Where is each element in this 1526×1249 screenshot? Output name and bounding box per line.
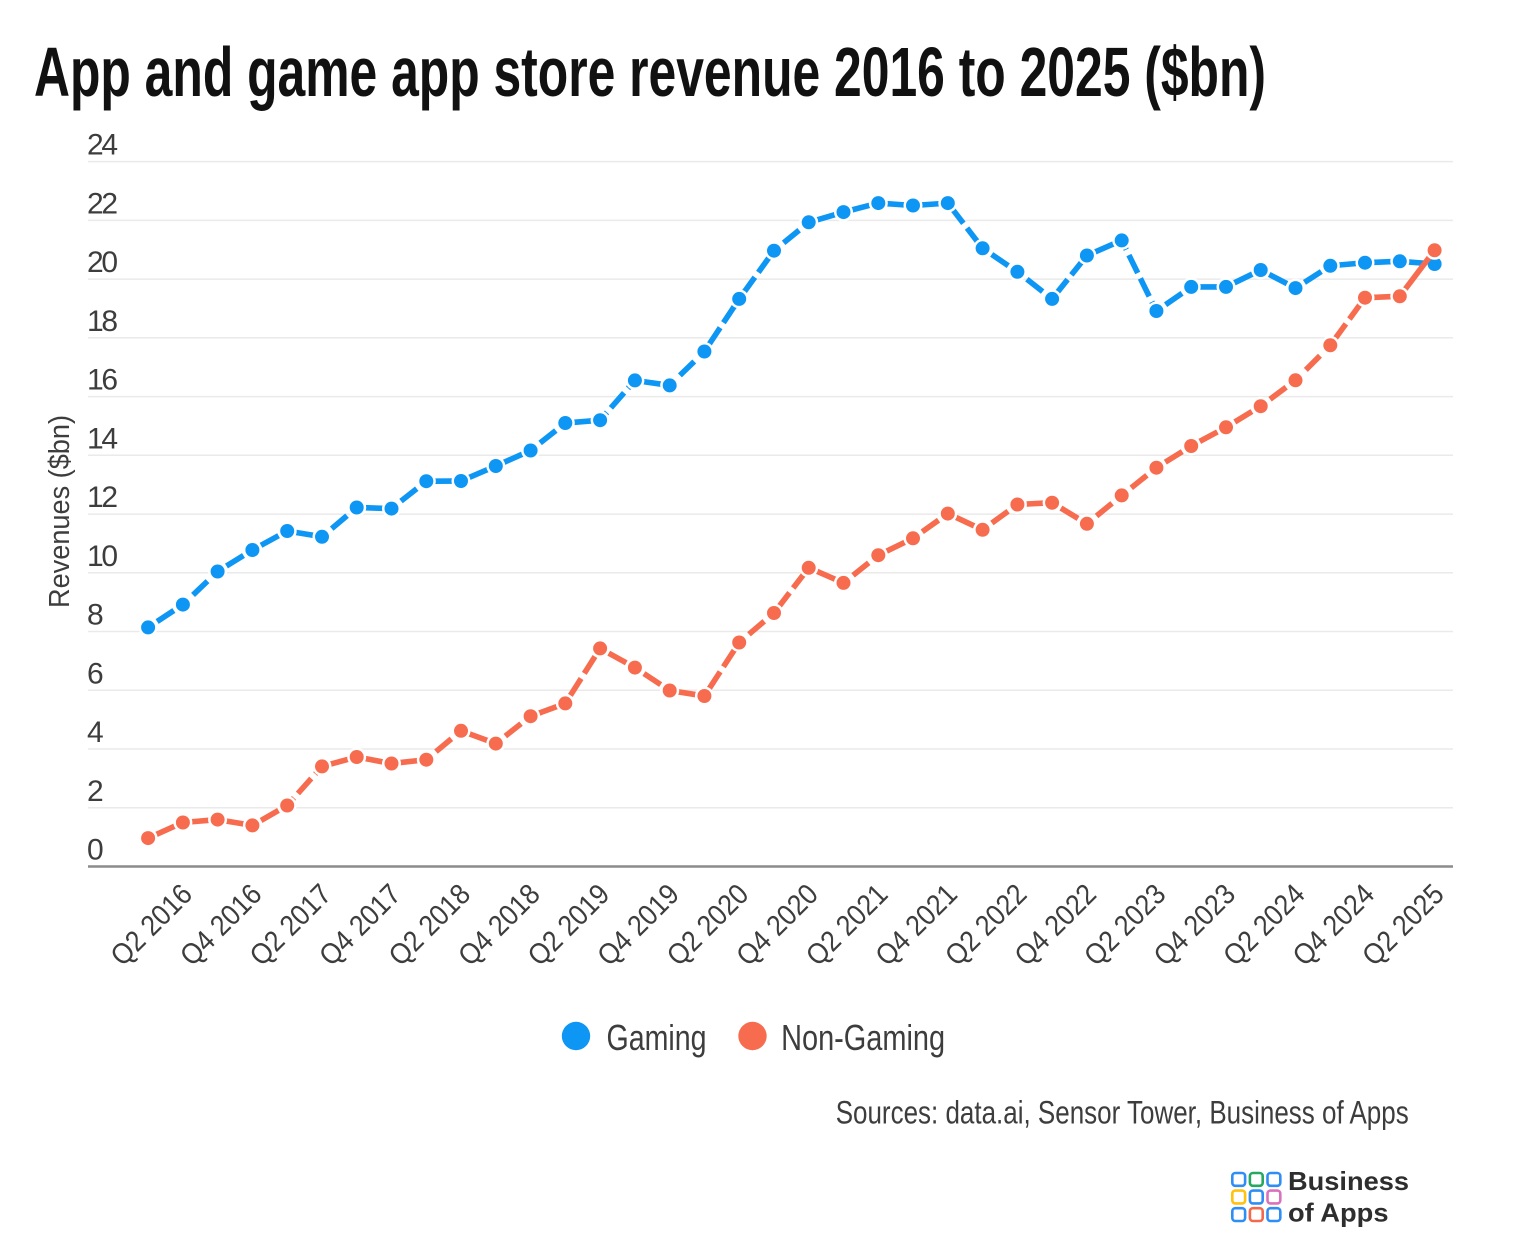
svg-text:Non-Gaming: Non-Gaming — [781, 1017, 945, 1058]
svg-text:12: 12 — [87, 481, 118, 514]
svg-text:10: 10 — [87, 540, 118, 573]
svg-text:Sources: data.ai, Sensor Tower: Sources: data.ai, Sensor Tower, Business… — [836, 1095, 1409, 1131]
svg-text:22: 22 — [87, 187, 118, 220]
svg-text:20: 20 — [87, 246, 118, 279]
svg-text:14: 14 — [87, 422, 118, 455]
svg-text:18: 18 — [87, 305, 118, 338]
svg-text:4: 4 — [87, 716, 104, 749]
svg-text:0: 0 — [87, 834, 104, 867]
svg-text:24: 24 — [87, 129, 118, 162]
svg-text:8: 8 — [87, 599, 104, 632]
svg-text:App and game app store revenue: App and game app store revenue 2016 to 2… — [34, 33, 1266, 111]
svg-text:2: 2 — [87, 775, 104, 808]
svg-text:6: 6 — [87, 657, 104, 690]
svg-text:Gaming: Gaming — [607, 1017, 707, 1058]
svg-text:Business: Business — [1288, 1166, 1409, 1196]
svg-text:of Apps: of Apps — [1288, 1198, 1389, 1228]
svg-text:16: 16 — [87, 364, 118, 397]
svg-text:Revenues ($bn): Revenues ($bn) — [44, 415, 76, 608]
